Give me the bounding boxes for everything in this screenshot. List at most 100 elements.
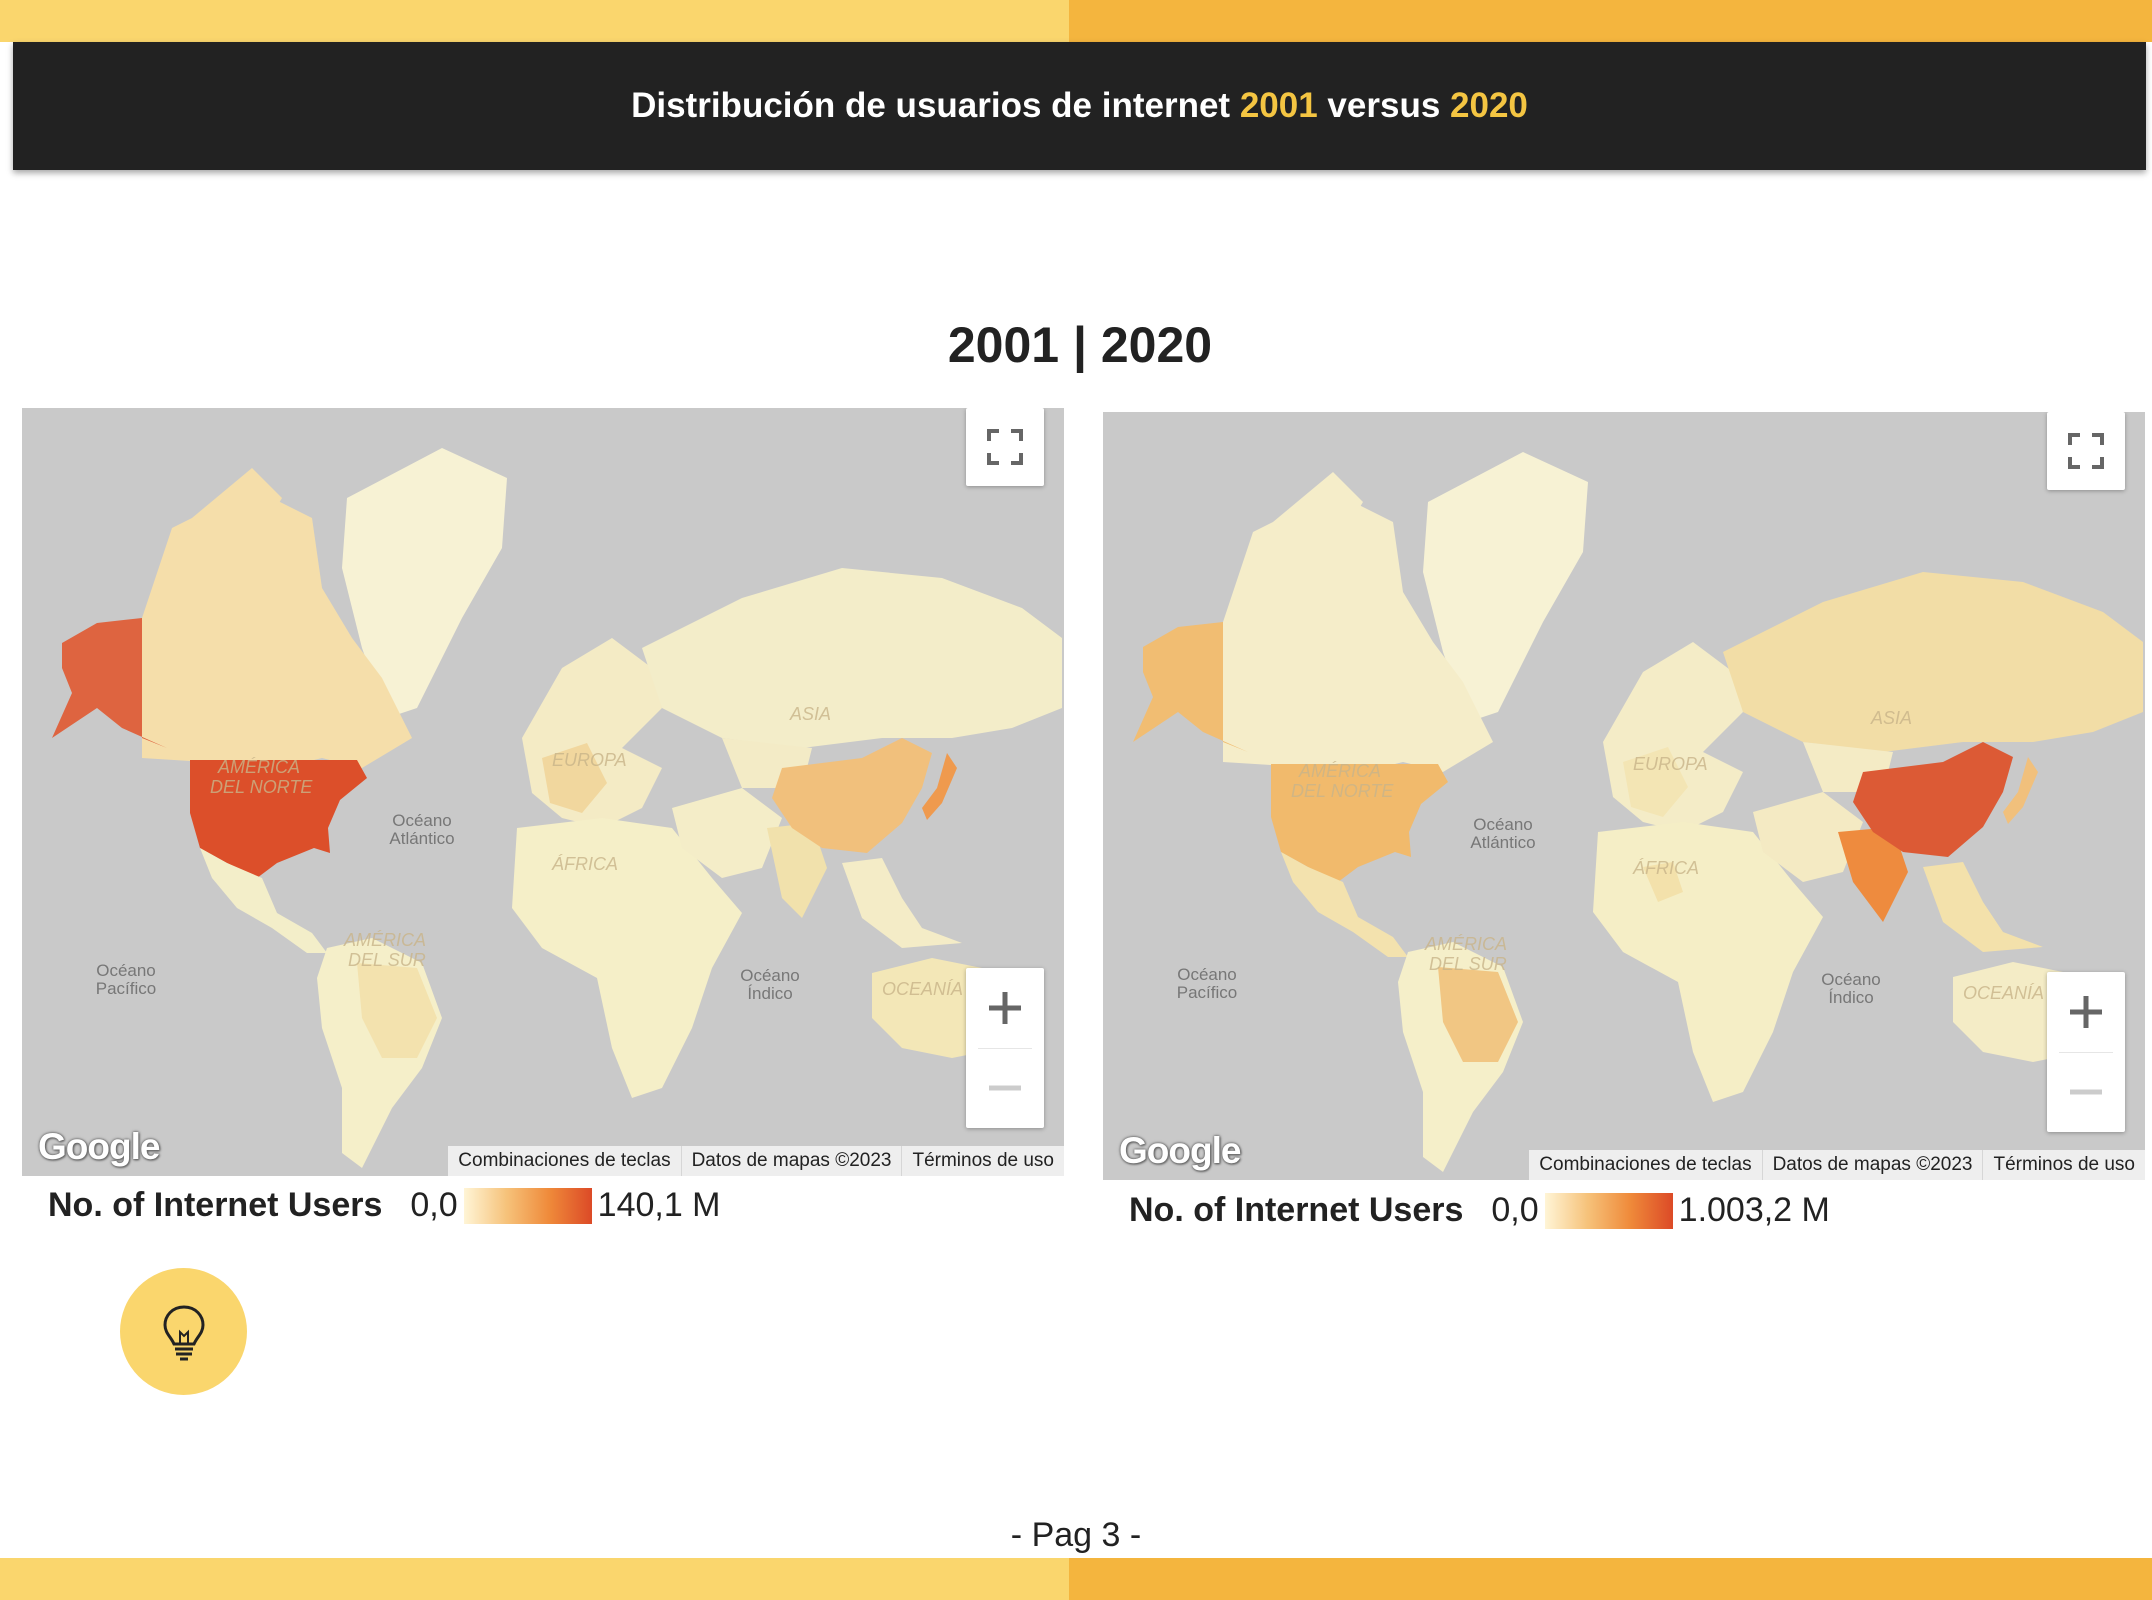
world-choropleth-2020: AMÉRICA DEL NORTE EUROPA ASIA ÁFRICA AMÉ… xyxy=(1133,452,2143,1172)
header-year-2001: 2001 xyxy=(1239,86,1318,125)
country-alaska xyxy=(52,618,167,748)
label-indian-2: Índico xyxy=(747,984,792,1003)
header-year-2020: 2020 xyxy=(1450,86,1528,125)
section-title: 2001 | 2020 xyxy=(947,317,1213,373)
label-indian-1: Océano xyxy=(740,966,800,985)
insight-button[interactable] xyxy=(120,1268,247,1395)
legend-gradient xyxy=(1544,1192,1673,1229)
continent-africa xyxy=(512,818,742,1098)
label-pacific-1: Océano xyxy=(96,961,156,980)
country-usa xyxy=(1271,764,1448,882)
legend-title: No. of Internet Users xyxy=(48,1186,383,1224)
country-mexico xyxy=(200,848,327,953)
label-pacific-1: Océano xyxy=(1177,965,1237,984)
country-india xyxy=(767,823,827,918)
terms-link[interactable]: Términos de uso xyxy=(1982,1150,2145,1180)
country-china xyxy=(1853,742,2013,857)
map-data-text: Datos de mapas ©2023 xyxy=(680,1146,902,1176)
label-atlantic-1: Océano xyxy=(392,811,452,830)
top-color-bar xyxy=(0,0,2152,42)
fullscreen-icon xyxy=(2068,433,2104,469)
plus-icon xyxy=(989,992,1021,1024)
label-oceania: OCEANÍA xyxy=(882,979,963,999)
map-data-text: Datos de mapas ©2023 xyxy=(1761,1150,1983,1180)
google-logo[interactable]: Google xyxy=(38,1126,160,1167)
legend-title: No. of Internet Users xyxy=(1129,1191,1464,1229)
label-atlantic-1: Océano xyxy=(1473,815,1533,834)
legend-min: 0,0 xyxy=(410,1186,458,1224)
world-choropleth-2001: AMÉRICA DEL NORTE EUROPA ASIA ÁFRICA AMÉ… xyxy=(52,448,1062,1168)
country-canada xyxy=(1223,492,1493,772)
country-japan xyxy=(2003,757,2038,824)
label-south-america-2: DEL SUR xyxy=(348,950,426,970)
fullscreen-icon xyxy=(987,429,1023,465)
legend-2001: No. of Internet Users 0,0 140,1 M xyxy=(48,1186,721,1225)
region-middle-east xyxy=(1753,792,1863,882)
map-attribution: Combinaciones de teclas Datos de mapas ©… xyxy=(448,1146,1064,1176)
country-western-europe xyxy=(1623,747,1688,817)
label-indian-2: Índico xyxy=(1828,988,1873,1007)
map-2020[interactable]: AMÉRICA DEL NORTE EUROPA ASIA ÁFRICA AMÉ… xyxy=(1103,412,2145,1180)
label-oceania: OCEANÍA xyxy=(1963,983,2044,1003)
label-south-america-1: AMÉRICA xyxy=(1424,934,1507,954)
keyboard-shortcuts-link[interactable]: Combinaciones de teclas xyxy=(458,1150,671,1171)
country-russia xyxy=(1723,572,2143,752)
label-north-america-2: DEL NORTE xyxy=(1291,781,1394,801)
country-arctic-islands xyxy=(1273,472,1363,562)
plus-icon xyxy=(2070,996,2102,1028)
legend-min: 0,0 xyxy=(1491,1191,1539,1229)
country-arctic-islands xyxy=(192,468,282,558)
header-title-prefix: Distribución de usuarios de internet xyxy=(631,86,1231,125)
country-greenland xyxy=(342,448,507,718)
label-north-america-1: AMÉRICA xyxy=(1298,761,1381,781)
map-2001[interactable]: AMÉRICA DEL NORTE EUROPA ASIA ÁFRICA AMÉ… xyxy=(22,408,1064,1176)
legend-2020: No. of Internet Users 0,0 1.003,2 M xyxy=(1129,1191,1830,1230)
region-southeast-asia xyxy=(842,858,962,948)
zoom-in-button[interactable] xyxy=(2047,972,2125,1052)
region-southeast-asia xyxy=(1923,862,2043,952)
page-header: Distribución de usuarios de internet 200… xyxy=(13,42,2146,170)
label-atlantic-2: Atlántico xyxy=(1470,833,1535,852)
zoom-controls xyxy=(2047,972,2125,1132)
country-canada xyxy=(142,488,412,768)
country-usa xyxy=(190,760,367,878)
lightbulb-icon xyxy=(162,1304,205,1360)
page-number: - Pag 3 - xyxy=(1010,1516,1142,1554)
label-pacific-2: Pacífico xyxy=(1177,983,1237,1002)
country-russia xyxy=(642,568,1062,748)
label-north-america-1: AMÉRICA xyxy=(217,757,300,777)
legend-max: 140,1 M xyxy=(597,1186,721,1224)
keyboard-shortcuts-link[interactable]: Combinaciones de teclas xyxy=(1539,1154,1752,1175)
country-alaska xyxy=(1133,622,1248,752)
fullscreen-button[interactable] xyxy=(966,408,1044,486)
country-india xyxy=(1838,827,1908,922)
legend-max: 1.003,2 M xyxy=(1678,1191,1830,1229)
zoom-out-button[interactable] xyxy=(2047,1052,2125,1132)
label-atlantic-2: Atlántico xyxy=(389,829,454,848)
country-greenland xyxy=(1423,452,1588,722)
terms-link[interactable]: Términos de uso xyxy=(901,1146,1064,1176)
map-attribution: Combinaciones de teclas Datos de mapas ©… xyxy=(1529,1150,2145,1180)
label-europe: EUROPA xyxy=(552,750,627,770)
minus-icon xyxy=(989,1085,1021,1091)
label-europe: EUROPA xyxy=(1633,754,1708,774)
label-africa: ÁFRICA xyxy=(1632,858,1699,878)
country-brazil xyxy=(1438,967,1518,1062)
country-china xyxy=(772,738,932,853)
country-mexico xyxy=(1281,852,1408,957)
header-title-middle: versus xyxy=(1327,86,1441,125)
label-south-america-1: AMÉRICA xyxy=(343,930,426,950)
country-western-europe xyxy=(542,743,607,813)
label-pacific-2: Pacífico xyxy=(96,979,156,998)
region-middle-east xyxy=(672,788,782,878)
label-asia: ASIA xyxy=(1870,708,1912,728)
country-brazil xyxy=(357,963,437,1058)
legend-gradient xyxy=(463,1187,592,1224)
label-asia: ASIA xyxy=(789,704,831,724)
zoom-out-button[interactable] xyxy=(966,1048,1044,1128)
zoom-controls xyxy=(966,968,1044,1128)
zoom-in-button[interactable] xyxy=(966,968,1044,1048)
google-logo[interactable]: Google xyxy=(1119,1130,1241,1171)
fullscreen-button[interactable] xyxy=(2047,412,2125,490)
minus-icon xyxy=(2070,1089,2102,1095)
